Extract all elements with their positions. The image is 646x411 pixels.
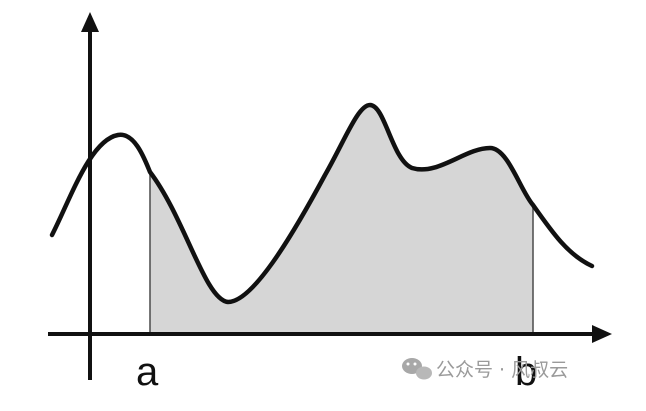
y-axis-arrow-icon [81, 12, 99, 32]
label-b: b [515, 350, 537, 394]
shaded-area [150, 105, 533, 333]
label-a: a [136, 350, 159, 394]
watermark-text: 公众号 · 风叔云 [436, 359, 568, 381]
x-axis-arrow-icon [592, 325, 612, 343]
watermark: 公众号 · 风叔云 [402, 358, 568, 381]
function-curve [49, 102, 595, 305]
wechat-icon [402, 358, 432, 380]
